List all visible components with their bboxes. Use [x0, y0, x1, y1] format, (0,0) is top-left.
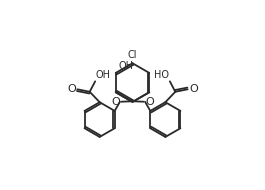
Text: OH: OH — [96, 70, 111, 80]
Text: O: O — [111, 97, 120, 107]
Text: O: O — [67, 84, 76, 94]
Text: O: O — [189, 84, 198, 94]
Text: Cl: Cl — [128, 50, 137, 59]
Text: OH: OH — [119, 61, 134, 71]
Text: HO: HO — [154, 70, 169, 80]
Text: O: O — [145, 97, 154, 107]
